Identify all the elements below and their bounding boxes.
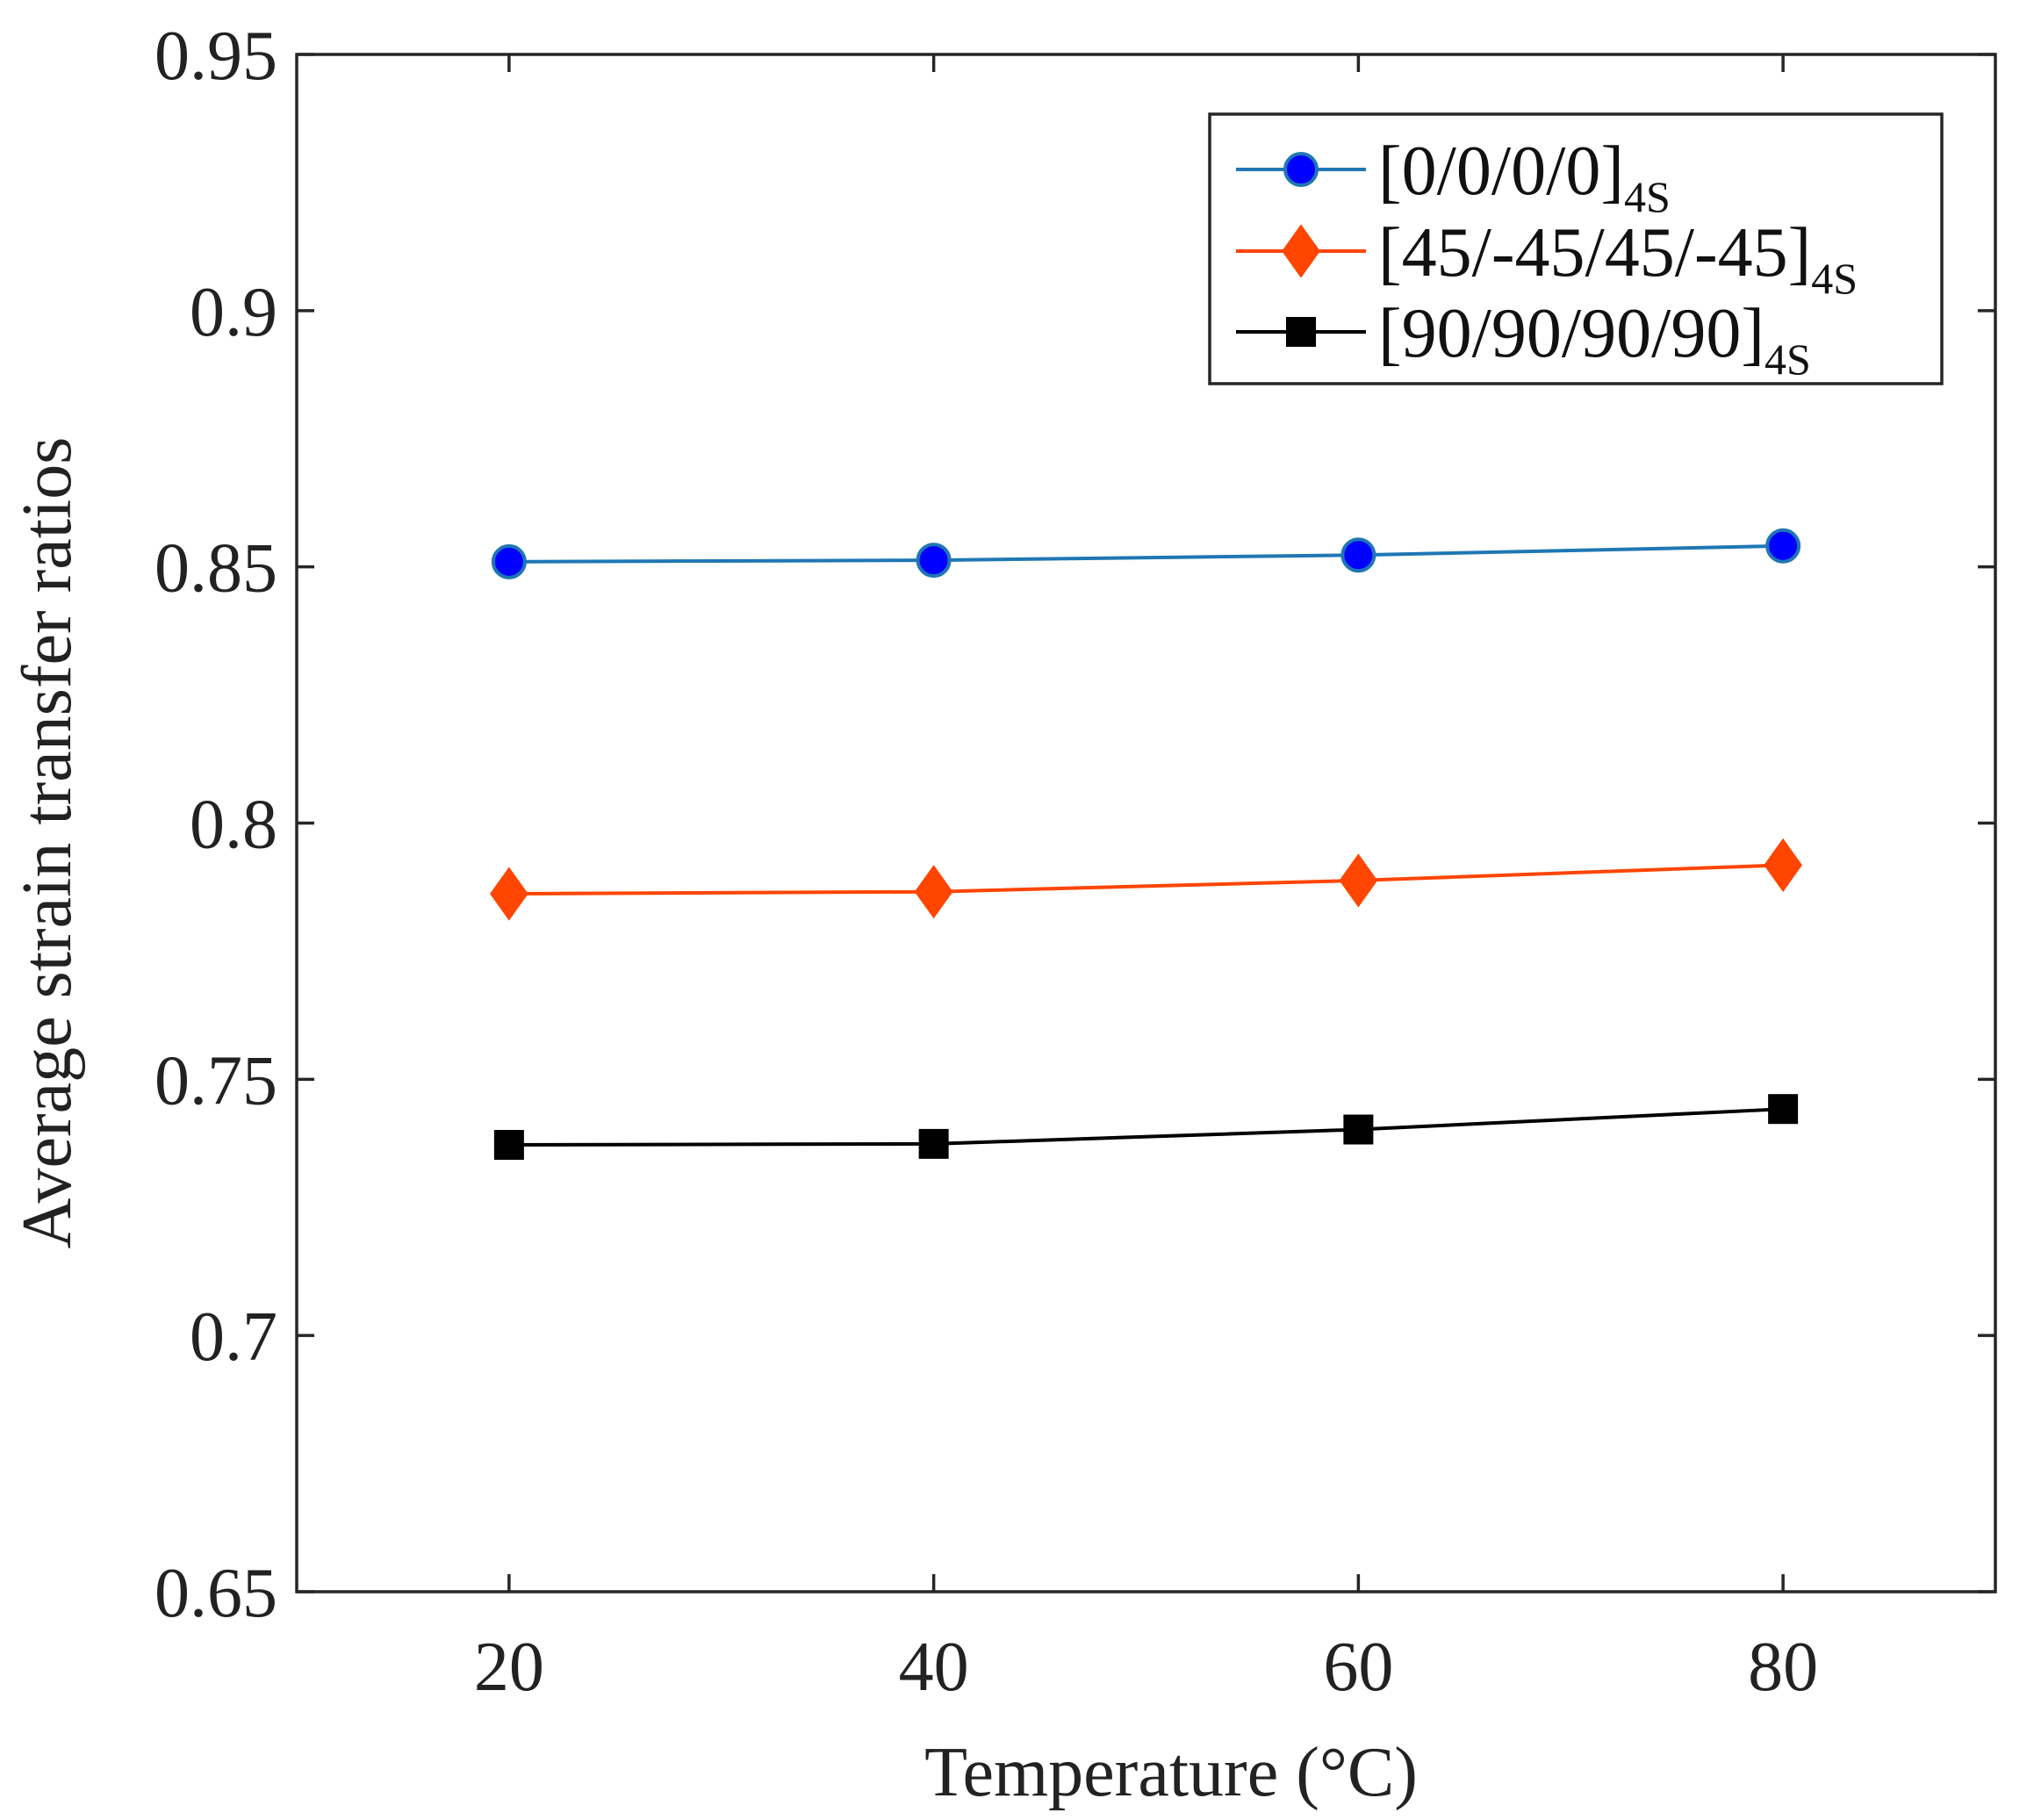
series-line	[508, 1107, 1784, 1147]
legend-item-0: [0/0/0/0]4S	[1236, 133, 1671, 221]
legend-marker	[1286, 317, 1316, 347]
data-point	[1339, 853, 1378, 908]
y-tick-label: 0.75	[155, 1042, 277, 1119]
data-point	[1768, 1094, 1799, 1125]
legend-label-subscript: 4S	[1811, 254, 1858, 303]
legend-item-2: [90/90/90/90]4S	[1236, 295, 1811, 384]
y-tick-label: 0.8	[190, 787, 277, 864]
axis-ticks	[297, 53, 1995, 1593]
legend: [0/0/0/0]4S[45/-45/45/-45]4S[90/90/90/90…	[1208, 112, 1944, 385]
x-tick-labels: 20 40 60 80	[474, 1629, 1818, 1706]
legend-label-main: [0/0/0/0]	[1378, 133, 1624, 210]
data-series	[490, 528, 1802, 1161]
data-point	[914, 865, 953, 919]
series-2	[493, 1094, 1799, 1161]
legend-label-subscript: 4S	[1624, 172, 1671, 221]
y-tick-labels: 0.65 0.7 0.75 0.8 0.85 0.9 0.95	[155, 18, 277, 1632]
x-tick-label: 80	[1748, 1629, 1818, 1706]
legend-item-1: [45/-45/45/-45]4S	[1236, 214, 1858, 303]
legend-label: [0/0/0/0]4S	[1378, 133, 1671, 221]
legend-label: [45/-45/45/-45]4S	[1378, 214, 1858, 303]
series-line	[508, 543, 1784, 564]
legend-box	[1208, 112, 1944, 385]
y-axis-title: Average strain transfer ratios	[9, 437, 86, 1249]
x-tick-label: 20	[474, 1629, 544, 1706]
legend-label-subscript: 4S	[1764, 335, 1811, 384]
y-tick-label: 0.7	[190, 1298, 277, 1376]
data-point	[1765, 528, 1801, 564]
x-axis-title: Temperature (°C)	[924, 1734, 1418, 1811]
data-point	[490, 867, 528, 921]
series-0	[491, 528, 1801, 579]
legend-items: [0/0/0/0]4S[45/-45/45/-45]4S[90/90/90/90…	[1236, 133, 1858, 384]
x-tick-label: 40	[899, 1629, 969, 1706]
series-1	[490, 838, 1802, 921]
y-tick-label: 0.9	[190, 274, 277, 351]
legend-label-main: [45/-45/45/-45]	[1378, 214, 1811, 291]
data-point	[1340, 537, 1376, 573]
data-point	[491, 543, 527, 579]
series-line	[508, 863, 1784, 896]
legend-label-main: [90/90/90/90]	[1378, 295, 1764, 372]
x-tick-label: 60	[1323, 1629, 1393, 1706]
data-point	[1343, 1114, 1374, 1145]
y-tick-label: 0.85	[155, 530, 277, 608]
data-point	[1764, 838, 1802, 892]
data-point	[918, 1128, 949, 1159]
legend-marker	[1282, 224, 1320, 278]
legend-label: [90/90/90/90]4S	[1378, 295, 1811, 384]
data-point	[493, 1130, 524, 1161]
data-point	[916, 543, 952, 579]
y-tick-label: 0.65	[155, 1555, 277, 1632]
y-tick-label: 0.95	[155, 18, 277, 95]
legend-marker	[1283, 152, 1319, 187]
